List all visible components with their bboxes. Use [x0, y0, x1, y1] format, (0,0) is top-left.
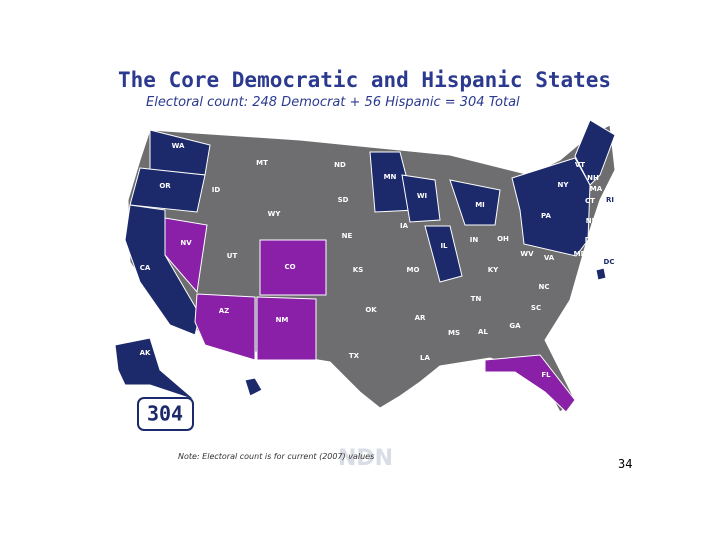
state-label: OR	[159, 182, 171, 190]
state-label: LA	[420, 354, 430, 362]
state-shape	[129, 167, 206, 213]
state-shape	[194, 293, 256, 361]
state-shape	[449, 179, 501, 226]
footnote: Note: Electoral count is for current (20…	[178, 452, 374, 461]
state-label: TX	[349, 352, 360, 360]
total-box	[137, 397, 194, 431]
state-label: NM	[276, 316, 289, 324]
state-shape	[511, 157, 591, 257]
map	[114, 119, 616, 413]
state-label: KS	[353, 266, 363, 274]
state-label: ME	[597, 138, 609, 146]
state-label: PA	[541, 212, 551, 220]
state-label: DC	[604, 258, 615, 266]
state-shape	[259, 239, 327, 296]
state-shape	[244, 377, 263, 397]
state-label: IL	[440, 242, 448, 250]
state-label: MO	[407, 266, 420, 274]
state-labels: WA OR CA NV ID MT WY UT CO AZ NM ND SD NE KS OK TX MN IA MO…	[140, 138, 615, 390]
state-label: VA	[544, 254, 555, 262]
state-label: TN	[471, 295, 482, 303]
state-label: MA	[590, 185, 603, 193]
state-label: VT	[575, 161, 585, 169]
state-label: MI	[475, 201, 485, 209]
title: The Core Democratic and Hispanic States	[118, 68, 611, 92]
state-label: KY	[488, 266, 499, 274]
state-label: WA	[172, 142, 185, 150]
state-shape	[574, 119, 616, 186]
state-label: DE	[585, 236, 596, 244]
state-label: UT	[227, 252, 238, 260]
state-label: RI	[606, 196, 614, 204]
total-value: 304	[147, 402, 183, 426]
page-number: 34	[618, 457, 632, 471]
state-shape	[114, 337, 196, 401]
state-label: SD	[338, 196, 349, 204]
state-shape	[595, 267, 607, 281]
state-label: AK	[140, 349, 151, 357]
state-label: MS	[448, 329, 460, 337]
state-label: AZ	[219, 307, 230, 315]
state-label: NY	[558, 181, 570, 189]
state-label: IN	[470, 236, 479, 244]
logo: NDN	[338, 446, 393, 471]
state-label: OH	[497, 235, 509, 243]
state-label: NC	[539, 283, 550, 291]
subtitle: Electoral count: 248 Democrat + 56 Hispa…	[146, 95, 520, 110]
state-label: NE	[342, 232, 353, 240]
state-label: CO	[284, 263, 295, 271]
state-label: GA	[509, 322, 521, 330]
state-shape	[401, 174, 441, 223]
state-label: NH	[587, 174, 599, 182]
state-label: OK	[365, 306, 377, 314]
state-label: AL	[478, 328, 488, 336]
state-label: WI	[417, 192, 427, 200]
state-label: CA	[140, 264, 151, 272]
state-label: WV	[520, 250, 534, 258]
state-label: IA	[400, 222, 409, 230]
state-label: NJ	[586, 217, 594, 225]
state-label: NV	[180, 239, 192, 247]
state-label: WY	[268, 210, 282, 218]
state-shape	[164, 217, 208, 294]
state-shape	[256, 296, 317, 361]
state-label: AR	[415, 314, 426, 322]
state-label: SC	[531, 304, 541, 312]
state-label: HI	[236, 382, 244, 390]
state-shape	[424, 225, 463, 283]
state-label: MN	[384, 173, 397, 181]
state-shape	[484, 354, 576, 413]
state-label: MD	[574, 250, 587, 258]
state-label: CT	[585, 197, 595, 205]
state-label: FL	[541, 371, 551, 379]
state-label: ID	[212, 186, 221, 194]
state-label: MT	[256, 159, 268, 167]
state-label: ND	[334, 161, 346, 169]
